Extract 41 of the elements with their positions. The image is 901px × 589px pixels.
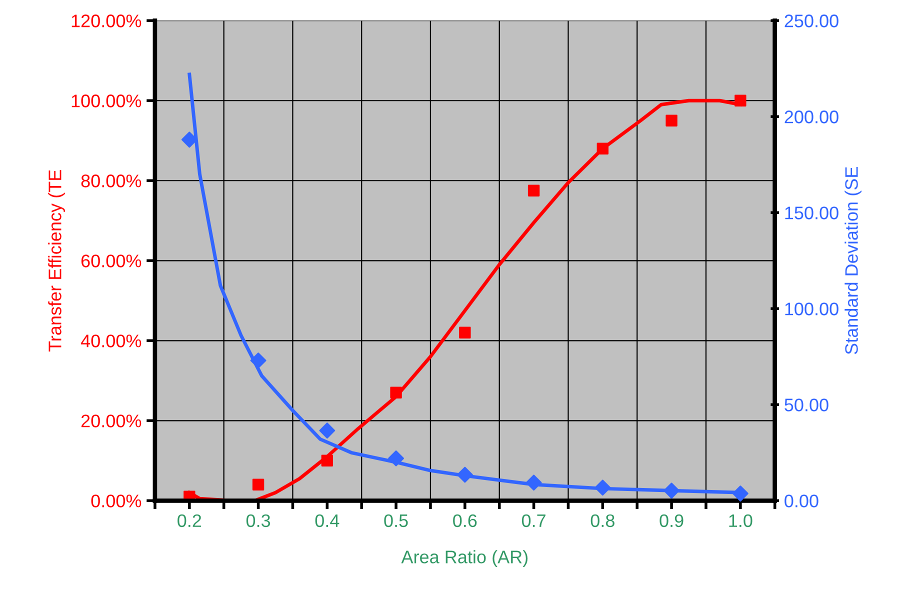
y-tick-label: 60.00% xyxy=(81,254,142,268)
point xyxy=(390,386,402,398)
point xyxy=(734,94,746,106)
x-tick-label: 0.4 xyxy=(315,514,340,528)
x-tick-label: 0.2 xyxy=(178,514,202,528)
y2-tick-label: 250.00 xyxy=(784,14,838,28)
x-tick-label: 0.7 xyxy=(522,514,546,528)
point xyxy=(596,142,609,154)
point xyxy=(732,486,748,502)
x-axis-title: Area Ratio (AR) xyxy=(401,550,528,567)
x-tick-label: 0.6 xyxy=(453,514,477,528)
point xyxy=(319,422,336,439)
point xyxy=(388,450,404,466)
point xyxy=(666,114,678,126)
point xyxy=(252,478,264,490)
y2-tick-label: 0.00 xyxy=(784,494,818,508)
x-tick-label: 0.8 xyxy=(590,514,614,528)
y-tick-label: 120.00% xyxy=(72,14,142,28)
y2-tick-label: 50.00 xyxy=(784,398,828,412)
x-tick-label: 0.9 xyxy=(660,514,684,528)
x-tick-label: 0.5 xyxy=(384,514,408,528)
y-tick-label: 80.00% xyxy=(81,174,142,188)
point xyxy=(459,326,471,338)
point xyxy=(321,454,334,466)
y-tick-label: 100.00% xyxy=(72,94,142,108)
y2-tick-label: 100.00 xyxy=(785,302,838,316)
y-axis-title: Transfer Efficiency (TE xyxy=(48,170,65,352)
point xyxy=(526,474,542,491)
y2-tick-label: 200.00 xyxy=(784,110,838,124)
point xyxy=(528,184,540,196)
y-tick-label: 20.00% xyxy=(81,414,142,428)
x-tick-label: 1.0 xyxy=(729,514,752,528)
y-tick-label: 40.00% xyxy=(80,334,142,348)
point xyxy=(456,466,473,483)
y2-axis-title: Standard Deviation (SE xyxy=(844,167,862,354)
point xyxy=(664,482,680,499)
point xyxy=(250,352,266,368)
y-tick-label: 0.00% xyxy=(91,494,142,508)
x-tick-label: 0.3 xyxy=(246,514,270,528)
point xyxy=(594,480,611,496)
y2-tick-label: 150.00 xyxy=(785,206,838,220)
